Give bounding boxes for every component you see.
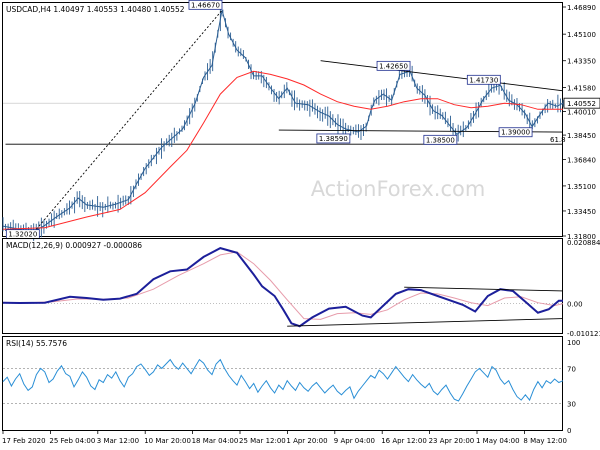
rsi-series xyxy=(2,358,564,402)
annotation-box xyxy=(316,133,351,144)
price-fib-line: 61.8 xyxy=(3,102,566,145)
annotation-box xyxy=(376,60,411,71)
annotation-label: 1.42650 xyxy=(379,62,408,70)
rsi-panel-title: RSI(14) 55.7576 xyxy=(6,339,67,348)
time-tick-label: 8 May 12:00 xyxy=(523,437,567,445)
time-tick-label: 9 Apr 04:00 xyxy=(334,437,375,445)
price-tick-label: 1.46890 xyxy=(567,4,596,12)
price-tick-label: 1.43350 xyxy=(567,58,596,66)
macd-signal-line xyxy=(2,251,564,320)
price-panel-frame xyxy=(2,2,563,237)
price-tick-label: 1.40010 xyxy=(567,108,596,116)
macd-series xyxy=(2,247,564,328)
price-tick-label: 1.33450 xyxy=(567,208,596,216)
price-tick-label: 1.38450 xyxy=(567,132,596,140)
annotation-box xyxy=(188,0,223,10)
time-tick-label: 25 Feb 04:00 xyxy=(49,437,95,445)
moving-average-line xyxy=(2,70,563,230)
rsi-panel-frame xyxy=(2,336,563,431)
macd-tick-label: 0.020884 xyxy=(567,239,600,247)
time-tick-label: 10 Mar 20:00 xyxy=(144,437,191,445)
rsi-axis-labels: 100 70 30 0 xyxy=(567,339,580,435)
time-tick-label: 23 Apr 20:00 xyxy=(429,437,475,445)
rsi-grid xyxy=(3,368,563,404)
annotation-label: 1.39000 xyxy=(501,129,530,137)
macd-axis-labels: 0.020884 0.00 -0.010121 xyxy=(567,239,600,338)
macd-trendlines xyxy=(287,286,564,327)
annotation-label: 1.41730 xyxy=(469,76,498,84)
annotation-box xyxy=(466,74,501,85)
time-tick-label: 1 Apr 20:00 xyxy=(286,437,327,445)
time-tick-label: 3 Mar 12:00 xyxy=(97,437,139,445)
price-annotations: 1.46670 1.42650 1.41730 1.38590 1.38500 1.390… xyxy=(5,0,533,240)
current-price-box xyxy=(563,97,600,109)
price-line xyxy=(2,10,564,233)
macd-panel-title: MACD(12,26,9) 0.000927 -0.000086 xyxy=(6,241,142,250)
time-tick-label: 16 Apr 12:00 xyxy=(381,437,427,445)
rsi-panel: 100 70 30 0 RSI(14) 55.7576 xyxy=(2,336,580,435)
annotation-label: 1.32020 xyxy=(8,231,37,239)
annotation-box xyxy=(423,134,458,145)
time-tick-label: 1 May 04:00 xyxy=(476,437,520,445)
time-tick-label: 25 Mar 12:00 xyxy=(239,437,286,445)
current-price-label: 1.40552 xyxy=(567,100,596,108)
price-tick-label: 1.31800 xyxy=(567,233,596,241)
annotation-label: 1.46670 xyxy=(191,1,220,9)
price-trendline-upper xyxy=(320,60,564,92)
price-tick-label: 1.35100 xyxy=(567,183,596,191)
annotation-label: 1.38590 xyxy=(319,135,348,143)
price-tick-label: 1.36840 xyxy=(567,157,596,165)
annotation-box xyxy=(498,127,533,138)
macd-trendline-upper xyxy=(404,286,564,292)
macd-tick-label: -0.010121 xyxy=(567,330,600,338)
time-tick-label: 17 Feb 2020 xyxy=(2,437,46,445)
macd-trendline-lower xyxy=(287,318,564,327)
price-axis-labels: 1.46890 1.45100 1.43350 1.41580 1.40010 1.384… xyxy=(563,4,600,241)
price-tick-label: 1.41580 xyxy=(567,85,596,93)
macd-main-line xyxy=(2,247,563,328)
price-tick-label: 1.45100 xyxy=(567,31,596,39)
price-panel-title: USDCAD,H4 1.40497 1.40553 1.40480 1.4055… xyxy=(6,5,185,14)
price-panel: ActionForex.com 61.8 1.46670 1.42650 1.417… xyxy=(2,0,600,241)
rsi-tick-label: 0 xyxy=(567,427,571,435)
fib-618-label: 61.8 xyxy=(550,136,566,144)
rsi-tick-label: 30 xyxy=(567,401,576,409)
time-tick-label: 18 Mar 04:00 xyxy=(192,437,239,445)
rsi-tick-label: 70 xyxy=(567,365,576,373)
macd-tick-label: 0.00 xyxy=(567,300,583,308)
rsi-tick-label: 100 xyxy=(567,339,580,347)
macd-panel: 0.020884 0.00 -0.010121 MACD(12,26,9) 0.00… xyxy=(2,238,600,338)
macd-panel-frame xyxy=(2,238,563,334)
current-price-tag: 1.40552 xyxy=(563,97,600,109)
time-axis: 17 Feb 2020 25 Feb 04:00 3 Mar 12:00 10 Mar… xyxy=(2,431,567,445)
annotation-label: 1.38500 xyxy=(426,136,455,144)
watermark: ActionForex.com xyxy=(311,177,486,201)
rsi-line xyxy=(2,358,564,402)
